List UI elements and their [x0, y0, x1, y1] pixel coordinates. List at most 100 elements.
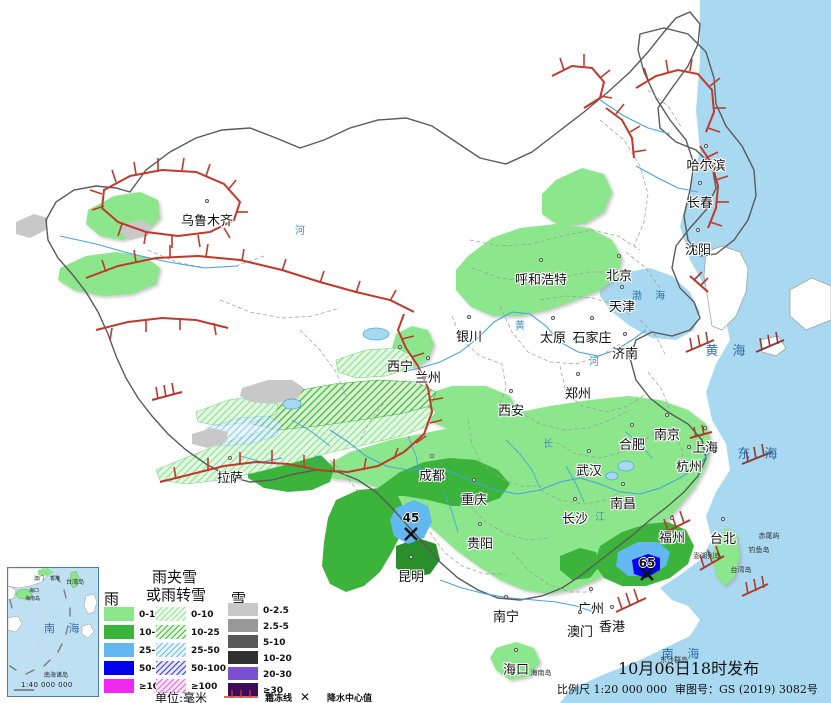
city-label: 拉萨: [216, 471, 244, 486]
islet-label: 海南岛: [530, 669, 552, 677]
river-label: 江: [313, 456, 323, 467]
river-label: 河: [589, 357, 599, 368]
city-label: 银川: [455, 330, 483, 345]
south-china-sea-inset-map: 南 海 澳门 香港 台湾岛 海口 海南岛 南海诸岛 1:40 000 000: [7, 567, 99, 697]
inset-sea-label: 南 海: [44, 622, 85, 635]
legend-swatch-rain-1: [104, 625, 134, 639]
map-boundaries: [45, 11, 757, 601]
city-marker: [621, 482, 625, 486]
city-label: 长春: [686, 196, 714, 211]
inset-label-hongkong: 香港: [50, 576, 61, 582]
frost-line-layer: [85, 54, 785, 613]
legend-label-rain-0: 0-10: [139, 610, 162, 620]
legend-swatch-snow-2: [228, 635, 258, 648]
city-label: 重庆: [460, 493, 488, 508]
legend-swatch-sleet-3: [156, 661, 186, 675]
city-marker: [721, 517, 725, 521]
legend-swatch-sleet-2: [156, 643, 186, 657]
legend-swatch-snow-1: [228, 619, 258, 632]
islet-label: 澎湖列岛: [693, 552, 721, 560]
sea-label: 东 海: [737, 447, 783, 462]
legend-label-sleet-4: ≥100: [191, 682, 218, 692]
city-marker: [504, 595, 508, 599]
inset-scale: 1:40 000 000: [21, 681, 73, 689]
city-marker: [698, 181, 702, 185]
legend-swatch-snow-3: [228, 651, 258, 664]
city-label: 贵阳: [466, 537, 494, 552]
islet-label: 东沙群岛: [660, 656, 688, 664]
city-marker: [623, 332, 627, 336]
sea-label: 南 海: [661, 647, 705, 661]
city-label: 南宁: [492, 610, 520, 625]
legend-label-rain-1: 10-25: [139, 628, 168, 638]
legend-swatch-rain-3: [104, 661, 134, 675]
city-marker: [398, 345, 402, 349]
inset-label-haikou: 海口: [29, 588, 40, 594]
islet-label: 赤尾屿: [758, 532, 780, 540]
city-marker: [617, 254, 621, 258]
city-label: 台北: [709, 532, 737, 547]
city-marker: [590, 316, 594, 320]
city-label: 石家庄: [572, 331, 612, 346]
legend-center-value-label: 降水中心值: [327, 694, 373, 703]
city-label: 成都: [418, 469, 446, 484]
city-label: 天津: [608, 300, 636, 315]
river-label: 江: [595, 512, 605, 523]
city-label: 北京: [605, 269, 633, 284]
city-label: 郑州: [564, 387, 592, 402]
city-label: 呼和浩特: [514, 273, 568, 288]
city-marker: [478, 522, 482, 526]
map-scale: 比例尺 1:20 000 000: [557, 683, 668, 696]
city-label: 济南: [611, 347, 639, 362]
legend-label-sleet-1: 10-25: [191, 628, 220, 638]
city-marker: [426, 356, 430, 360]
sea-label: 黄 海: [705, 344, 751, 359]
frost-line-symbol: [224, 690, 258, 698]
city-label: 乌鲁木齐: [180, 214, 234, 229]
precip-center-markers: [404, 527, 654, 581]
city-marker: [589, 587, 593, 591]
city-label: 沈阳: [684, 243, 712, 258]
city-label: 福州: [658, 531, 686, 546]
inset-label-hainan-is: 海南岛: [25, 596, 41, 602]
city-marker: [573, 497, 577, 501]
inset-label-macau: 澳门: [34, 576, 45, 582]
legend-label-snow-4: 20-30: [263, 670, 292, 680]
legend-label-snow-0: 0-2.5: [263, 606, 289, 616]
city-marker: [665, 413, 669, 417]
city-marker: [509, 389, 513, 393]
legend-label-snow-3: 10-20: [263, 654, 292, 664]
precip-zone-rain-10-25: [248, 450, 694, 592]
city-label: 南京: [653, 428, 681, 443]
legend-swatch-rain-2: [104, 643, 134, 657]
city-label: 合肥: [618, 438, 646, 453]
inset-label-nanhai-is: 南海诸岛: [44, 672, 69, 679]
legend-label-snow-1: 2.5-5: [263, 622, 289, 632]
legend-label-sleet-3: 50-100: [191, 664, 227, 674]
city-label: 太原: [539, 331, 567, 346]
legend-swatch-snow-0: [228, 603, 258, 616]
islet-label: 台湾岛: [730, 566, 752, 574]
city-label: 兰州: [414, 371, 442, 386]
approval-number: 审图号：GS (2019) 3082号: [675, 683, 818, 696]
city-label: 武汉: [575, 464, 603, 479]
legend-unit: 单位:毫米: [155, 691, 208, 703]
release-time: 10月06日18时发布: [618, 659, 760, 678]
legend-swatch-sleet-0: [156, 607, 186, 621]
city-label: 澳门: [566, 625, 594, 640]
sea-label: 渤 海: [631, 291, 671, 302]
legend-frost-line-label: 霜冻线: [265, 694, 293, 703]
city-marker: [620, 285, 624, 289]
city-label: 哈尔滨: [686, 159, 726, 174]
city-marker: [687, 445, 691, 449]
city-marker: [576, 372, 580, 376]
legend-center-value-marker: ✕: [300, 690, 311, 703]
city-marker: [514, 648, 518, 652]
city-label: 上海: [691, 441, 719, 456]
river-label: 河: [295, 226, 305, 237]
map-legend: 雨 雨夹雪 或雨转雪 雪 0-10 10-25 25-50 50-100 ≥10…: [0, 561, 420, 703]
precip-center-value: 65: [638, 556, 656, 570]
city-label: 长沙: [561, 512, 589, 527]
city-marker: [670, 516, 674, 520]
